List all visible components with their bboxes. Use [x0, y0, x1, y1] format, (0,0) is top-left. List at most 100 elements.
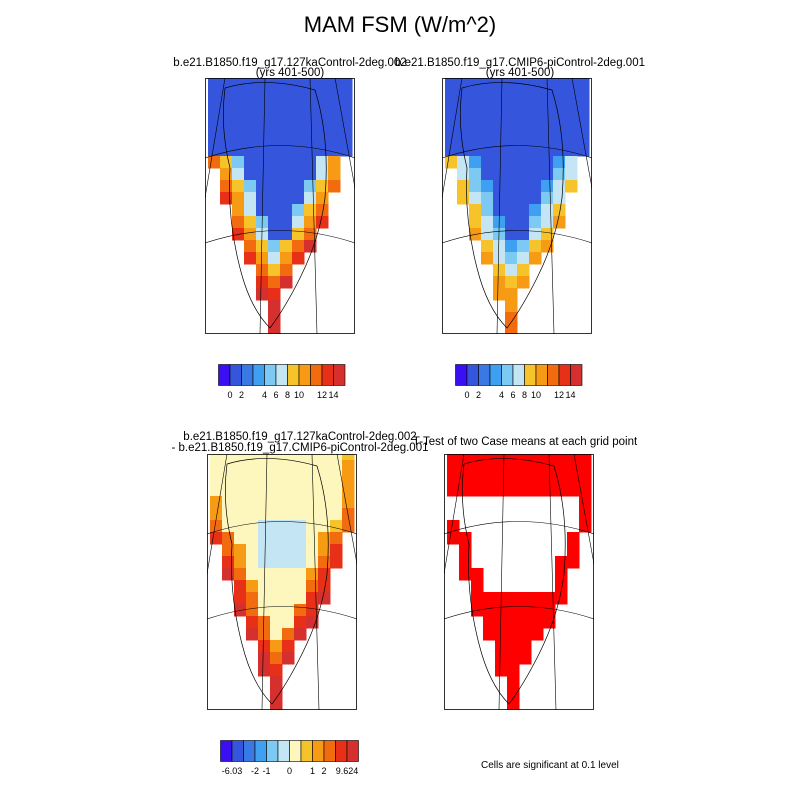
grid-cell [505, 240, 518, 253]
grid-cell [328, 84, 341, 97]
grid-cell [342, 460, 355, 473]
grid-cell [280, 228, 293, 241]
grid-cell [234, 484, 247, 497]
graticule-line [207, 521, 357, 535]
grid-cell [268, 168, 281, 181]
grid-cell [280, 240, 293, 253]
grid-cell [222, 496, 235, 509]
grid-cell [304, 228, 317, 241]
grid-cell [469, 84, 482, 97]
graticule-line [442, 145, 592, 159]
grid-cell [268, 228, 281, 241]
grid-cell [270, 508, 283, 521]
grid-cell [577, 96, 590, 109]
colorbar-tick-label: 12 [317, 390, 327, 400]
grid-cell [531, 592, 544, 605]
grid-cell [517, 252, 530, 265]
grid-cell [304, 132, 317, 145]
grid-cell [258, 472, 271, 485]
grid-cell [493, 132, 506, 145]
colorbar-swatch [266, 740, 279, 762]
grid-cell [471, 460, 484, 473]
grid-cell [292, 216, 305, 229]
grid-cell [519, 628, 532, 641]
grid-cell [268, 156, 281, 169]
grid-cell [270, 580, 283, 593]
grid-cell [208, 120, 221, 133]
colorbar-tick-label: -2 [251, 766, 259, 776]
colorbar-top-left: 0 2 4 6 8 10 12 14 [218, 364, 347, 408]
grid-cell [555, 484, 568, 497]
grid-cell [316, 120, 329, 133]
grid-cell [208, 156, 221, 169]
colorbar-tick-label: 8 [522, 390, 527, 400]
grid-cell [234, 592, 247, 605]
grid-cell [469, 108, 482, 121]
grid-cell [505, 96, 518, 109]
grid-cell [483, 604, 496, 617]
grid-cell [529, 192, 542, 205]
grid-cell [495, 460, 508, 473]
grid-cell [280, 252, 293, 265]
grid-cell [330, 496, 343, 509]
colorbar-swatch [535, 364, 548, 386]
graticule-line [205, 145, 355, 159]
grid-cell [244, 84, 257, 97]
graticule-line [205, 230, 355, 244]
grid-cell [256, 276, 269, 289]
grid-cell [579, 520, 592, 533]
grid-cell [316, 168, 329, 181]
map-frame [442, 78, 592, 334]
grid-cell [471, 568, 484, 581]
grid-cell [270, 520, 283, 533]
grid-cell [234, 520, 247, 533]
colorbar-swatch [512, 364, 525, 386]
grid-cell [471, 580, 484, 593]
grid-cell [280, 120, 293, 133]
grid-cell [531, 616, 544, 629]
grid-cell [232, 120, 245, 133]
coastline [460, 82, 564, 329]
grid-cell [469, 144, 482, 157]
colorbar-swatch [558, 364, 571, 386]
grid-cell [210, 508, 223, 521]
grid-cell [280, 96, 293, 109]
grid-cell [579, 496, 592, 509]
grid-cell [268, 120, 281, 133]
colorbar-canvas: 0 2 4 6 8 10 12 14 [455, 364, 583, 400]
grid-cell [541, 216, 554, 229]
grid-cell [579, 484, 592, 497]
grid-cell [553, 192, 566, 205]
grid-cell [445, 144, 458, 157]
grid-cell [505, 144, 518, 157]
grid-cell [519, 616, 532, 629]
grid-cell [316, 192, 329, 205]
graticule-line [548, 454, 557, 710]
grid-cell [246, 460, 259, 473]
grid-cell [256, 144, 269, 157]
grid-cell [268, 300, 281, 313]
colorbar-top-right: 0 2 4 6 8 10 12 14 [455, 364, 584, 408]
graticule-line [444, 454, 465, 575]
grid-cell [481, 132, 494, 145]
grid-cell [342, 484, 355, 497]
graticule-line [207, 606, 357, 620]
colorbar-swatch [312, 740, 325, 762]
grid-cell [481, 228, 494, 241]
grid-cell [328, 96, 341, 109]
colorbar-swatch [218, 364, 231, 386]
grid-cell [306, 532, 319, 545]
colorbar-tick-label: 12 [554, 390, 564, 400]
grid-cell [316, 132, 329, 145]
grid-cell [220, 168, 233, 181]
grid-cell [567, 556, 580, 569]
grid-cell [457, 108, 470, 121]
grid-cell [282, 640, 295, 653]
grid-cell [505, 204, 518, 217]
colorbar-swatch [547, 364, 560, 386]
grid-cell [469, 132, 482, 145]
colorbar-swatch [229, 364, 242, 386]
grid-cell [567, 472, 580, 485]
grid-cell [270, 568, 283, 581]
colorbar-tick-label: 2 [476, 390, 481, 400]
